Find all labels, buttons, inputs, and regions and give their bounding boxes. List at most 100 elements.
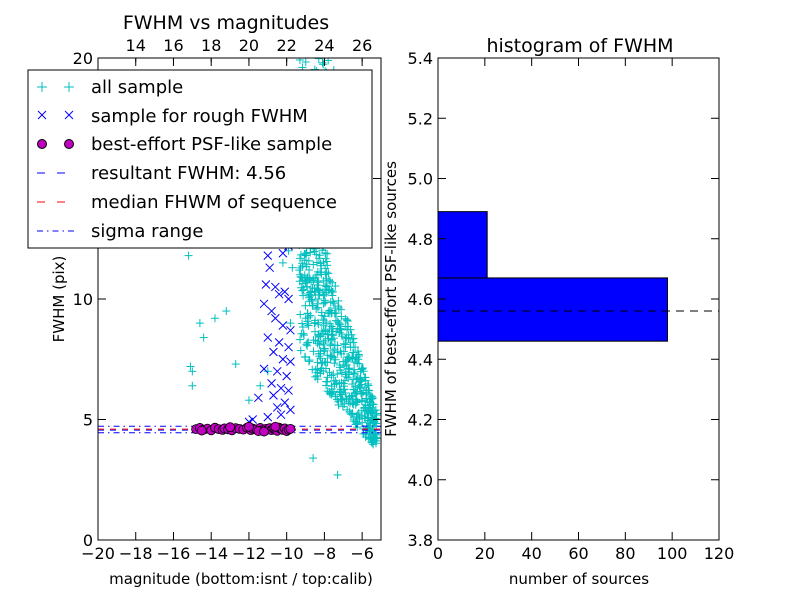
legend-item-median: median FHWM of sequence [37, 192, 337, 213]
data-point-all-sample [286, 319, 295, 328]
right-plot-data [437, 211, 719, 342]
data-point-rough-sample [280, 287, 290, 297]
legend-label-median: median FHWM of sequence [91, 192, 337, 213]
data-point-all-sample [295, 266, 304, 275]
data-point-all-sample [319, 60, 328, 69]
x-mark-b [267, 306, 276, 316]
data-point-all-sample [343, 405, 352, 414]
x-mark-b [286, 325, 295, 335]
x-tick-label: 80 [615, 544, 635, 563]
data-point-all-sample [349, 385, 358, 394]
data-point-all-sample [335, 388, 344, 397]
data-point-all-sample [301, 353, 310, 362]
data-point-all-sample [327, 382, 336, 391]
data-point-all-sample [328, 346, 337, 355]
data-point-all-sample [333, 348, 342, 357]
data-point-all-sample [302, 262, 311, 271]
data-point-all-sample [314, 295, 323, 304]
x-mark-b [286, 357, 295, 367]
data-point-all-sample [297, 283, 306, 292]
data-point-all-sample [305, 293, 314, 302]
data-point-all-sample [301, 249, 310, 258]
data-point-all-sample [303, 282, 312, 291]
x-mark-b [278, 354, 288, 364]
data-point-all-sample [313, 375, 322, 384]
data-point-all-sample [312, 270, 321, 279]
right-ylabel: FWHM of best-effort PSF-like sources [382, 161, 400, 437]
x-mark-b [272, 366, 282, 376]
data-point-rough-sample [270, 313, 280, 323]
data-point-all-sample [321, 264, 330, 273]
data-point-all-sample [329, 324, 338, 333]
data-point-all-sample [326, 277, 335, 286]
data-point-all-sample [317, 308, 326, 317]
legend-marker-circle [37, 139, 47, 149]
histogram-bar [437, 211, 488, 279]
data-point-all-sample [303, 317, 312, 326]
data-point-all-sample [352, 353, 361, 362]
data-point-all-sample [329, 334, 338, 343]
legend-marker-circle [64, 139, 74, 149]
y-tick-label: 4.0 [408, 471, 433, 490]
data-point-rough-sample [259, 299, 269, 309]
x-mark-b [284, 342, 293, 352]
data-point-all-sample [338, 402, 347, 411]
data-point-rough-sample [286, 325, 295, 335]
data-point-psf-sample [259, 426, 269, 437]
data-point-all-sample [330, 341, 339, 350]
data-point-all-sample [188, 381, 197, 390]
right-title: histogram of FWHM [486, 35, 673, 57]
data-point-rough-sample [286, 357, 295, 367]
data-point-all-sample [296, 310, 305, 319]
data-point-all-sample [296, 250, 305, 259]
data-point-all-sample [305, 275, 314, 284]
data-point-all-sample [305, 292, 314, 301]
data-point-all-sample [328, 297, 337, 306]
data-point-all-sample [314, 320, 323, 329]
x-tick-label: 0 [433, 544, 443, 563]
data-point-rough-sample [263, 412, 273, 422]
data-point-all-sample [328, 278, 337, 287]
data-point-all-sample [341, 370, 350, 379]
data-point-all-sample [315, 290, 324, 299]
data-point-all-sample [315, 251, 324, 260]
data-point-rough-sample [272, 366, 282, 376]
x-mark-b [282, 371, 292, 381]
data-point-all-sample [327, 308, 336, 317]
data-point-all-sample [298, 279, 307, 288]
data-point-psf-sample [244, 421, 254, 432]
data-point-all-sample [314, 331, 323, 340]
data-point-all-sample [321, 254, 330, 263]
data-point-all-sample [210, 314, 219, 323]
legend-item-resultant: resultant FWHM: 4.56 [37, 163, 286, 184]
data-point-all-sample [342, 395, 351, 404]
data-point-all-sample [337, 378, 346, 387]
data-point-all-sample [309, 276, 318, 285]
data-point-all-sample [327, 371, 336, 380]
data-point-rough-sample [284, 294, 293, 304]
x-mark-b [274, 289, 284, 299]
data-point-all-sample [344, 365, 353, 374]
data-point-all-sample [357, 365, 366, 374]
data-point-all-sample [304, 338, 313, 347]
legend-label-all-sample: all sample [91, 77, 183, 98]
data-point-rough-sample [284, 342, 293, 352]
data-point-rough-sample [270, 282, 280, 292]
data-point-all-sample [321, 281, 330, 290]
data-point-all-sample [358, 364, 367, 373]
data-point-rough-sample [284, 386, 293, 395]
data-point-all-sample [353, 347, 362, 356]
x-tick-label: −18 [119, 544, 153, 563]
x-tick-label: 40 [521, 544, 541, 563]
data-point-all-sample [364, 403, 373, 412]
data-point-all-sample [297, 329, 306, 338]
y-tick-label: 4.2 [408, 411, 433, 430]
data-point-all-sample [306, 248, 315, 257]
x-tick-label: 120 [704, 544, 735, 563]
legend-item-psf-sample: best-effort PSF-like sample [37, 134, 332, 155]
data-point-all-sample [345, 364, 354, 373]
x-mark-b [272, 403, 282, 412]
data-point-all-sample [355, 359, 364, 368]
x-mark-b [263, 412, 273, 422]
x-mark-b [261, 280, 271, 289]
